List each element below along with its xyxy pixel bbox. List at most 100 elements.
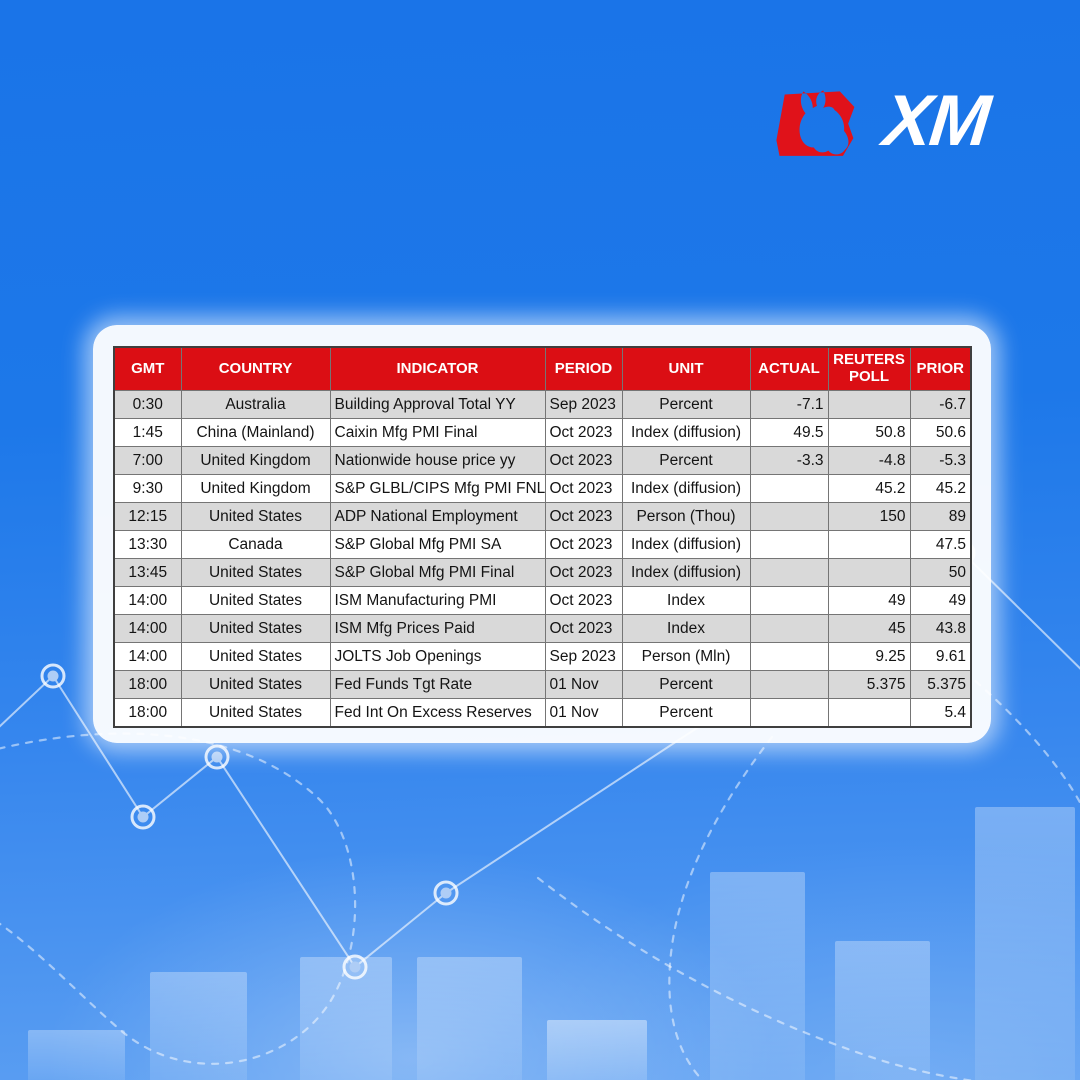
cell-prior: 47.5 [909,530,972,559]
cell-prior: 50 [909,558,972,587]
cell-country: United States [180,614,331,643]
cell-gmt: 18:00 [113,698,182,728]
table-row: 9:30 United Kingdom S&P GLBL/CIPS Mfg PMI … [113,474,972,503]
cell-period: Oct 2023 [544,586,623,615]
cell-period: Oct 2023 [544,614,623,643]
cell-unit: Index (diffusion) [621,474,751,503]
cell-actual [749,670,829,699]
decor-bar [547,1020,647,1080]
cell-indicator: Nationwide house price yy [329,446,546,475]
cell-reuters-poll: 49 [827,586,911,615]
cell-actual [749,558,829,587]
cell-indicator: Fed Funds Tgt Rate [329,670,546,699]
cell-period: Sep 2023 [544,642,623,671]
cell-unit: Index [621,586,751,615]
cell-reuters-poll: 150 [827,502,911,531]
cell-unit: Percent [621,698,751,728]
decor-bar [28,1030,125,1080]
column-header-unit: UNIT [621,346,751,391]
cell-prior: 89 [909,502,972,531]
cell-unit: Percent [621,390,751,419]
table-row: 14:00 United States ISM Mfg Prices Paid Oct… [113,614,972,643]
cell-gmt: 14:00 [113,642,182,671]
cell-reuters-poll: 50.8 [827,418,911,447]
cell-country: United States [180,698,331,728]
column-header-prior: PRIOR [909,346,972,391]
cell-period: Oct 2023 [544,558,623,587]
cell-gmt: 13:45 [113,558,182,587]
cell-reuters-poll [827,558,911,587]
cell-country: United States [180,642,331,671]
cell-prior: 5.375 [909,670,972,699]
cell-country: United States [180,502,331,531]
cell-unit: Percent [621,670,751,699]
decor-bar [417,957,522,1080]
cell-unit: Person (Mln) [621,642,751,671]
cell-gmt: 7:00 [113,446,182,475]
cell-reuters-poll: 45 [827,614,911,643]
cell-period: Oct 2023 [544,446,623,475]
column-header-country: COUNTRY [180,346,331,391]
cell-reuters-poll [827,698,911,728]
cell-country: Australia [180,390,331,419]
cell-actual [749,502,829,531]
cell-reuters-poll: 5.375 [827,670,911,699]
column-header-gmt: GMT [113,346,182,391]
economic-calendar-table: GMT COUNTRY INDICATOR PERIOD UNIT ACTUAL REUTE… [113,346,972,728]
cell-unit: Index (diffusion) [621,558,751,587]
cell-country: United States [180,670,331,699]
cell-country: United States [180,558,331,587]
cell-period: Oct 2023 [544,530,623,559]
cell-period: 01 Nov [544,698,623,728]
cell-actual [749,698,829,728]
calendar-panel: GMT COUNTRY INDICATOR PERIOD UNIT ACTUAL REUTE… [93,325,991,743]
cell-gmt: 9:30 [113,474,182,503]
cell-indicator: JOLTS Job Openings [329,642,546,671]
table-row: 13:30 Canada S&P Global Mfg PMI SA Oct 2023… [113,530,972,559]
cell-actual: -3.3 [749,446,829,475]
cell-period: 01 Nov [544,670,623,699]
cell-indicator: S&P GLBL/CIPS Mfg PMI FNL [329,474,546,503]
cell-indicator: Caixin Mfg PMI Final [329,418,546,447]
column-header-reuters-poll: REUTERS POLL [827,346,911,391]
cell-gmt: 1:45 [113,418,182,447]
cell-actual [749,530,829,559]
xm-logo-text: XM [879,81,993,161]
cell-actual: 49.5 [749,418,829,447]
decor-bar [150,972,247,1080]
cell-gmt: 13:30 [113,530,182,559]
table-row: 7:00 United Kingdom Nationwide house price… [113,446,972,475]
cell-prior: 5.4 [909,698,972,728]
column-header-indicator: INDICATOR [329,346,546,391]
decor-bar [975,807,1075,1080]
cell-actual [749,614,829,643]
table-header: GMT COUNTRY INDICATOR PERIOD UNIT ACTUAL REUTE… [113,346,972,391]
table-row: 14:00 United States ISM Manufacturing PMI O… [113,586,972,615]
column-header-period: PERIOD [544,346,623,391]
cell-country: United Kingdom [180,474,331,503]
cell-unit: Index (diffusion) [621,418,751,447]
cell-unit: Person (Thou) [621,502,751,531]
cell-reuters-poll: 9.25 [827,642,911,671]
cell-unit: Index [621,614,751,643]
cell-gmt: 12:15 [113,502,182,531]
table-row: 0:30 Australia Building Approval Total YY S… [113,390,972,419]
cell-unit: Percent [621,446,751,475]
cell-indicator: ISM Mfg Prices Paid [329,614,546,643]
table-row: 12:15 United States ADP National Employmen… [113,502,972,531]
cell-reuters-poll: -4.8 [827,446,911,475]
cell-gmt: 14:00 [113,586,182,615]
table-row: 18:00 United States Fed Funds Tgt Rate 01 N… [113,670,972,699]
cell-indicator: S&P Global Mfg PMI SA [329,530,546,559]
cell-prior: 45.2 [909,474,972,503]
cell-country: Canada [180,530,331,559]
cell-prior: 49 [909,586,972,615]
cell-actual: -7.1 [749,390,829,419]
cell-actual [749,474,829,503]
cell-prior: -5.3 [909,446,972,475]
cell-period: Oct 2023 [544,474,623,503]
cell-reuters-poll [827,390,911,419]
cell-reuters-poll: 45.2 [827,474,911,503]
cell-unit: Index (diffusion) [621,530,751,559]
